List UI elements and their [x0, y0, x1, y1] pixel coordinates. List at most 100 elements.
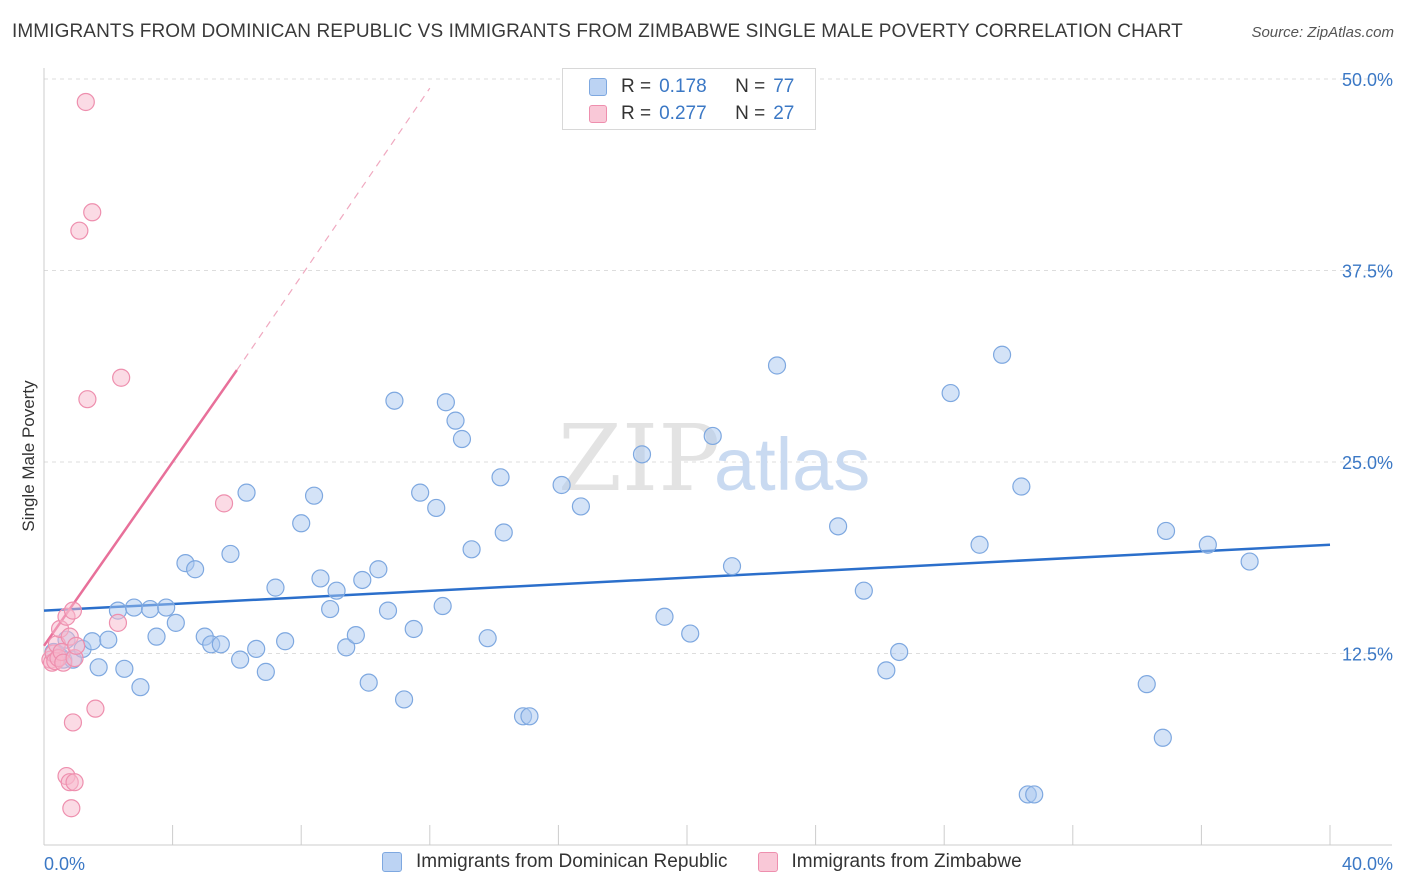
point-dominican [478, 629, 497, 648]
legend: R = 0.178 N = 77 R = 0.277 N = 27 [562, 68, 816, 130]
point-dominican [411, 483, 430, 502]
point-dominican [491, 468, 510, 487]
point-dominican [681, 624, 700, 643]
y-tick-label: 25.0% [1342, 453, 1393, 473]
point-dominican [1137, 675, 1156, 694]
point-dominican [1156, 521, 1176, 541]
point-dominican [131, 678, 150, 697]
trend-line-zimbabwe [42, 369, 238, 647]
point-zimbabwe [214, 494, 234, 513]
point-dominican [247, 639, 266, 659]
point-dominican [266, 578, 285, 597]
point-dominican [337, 638, 356, 657]
trend-line-zimbabwe-extension [236, 87, 431, 371]
grid-lines [44, 78, 1392, 654]
point-zimbabwe [78, 390, 97, 409]
point-dominican [304, 486, 324, 505]
point-dominican [369, 560, 388, 579]
legend-r-label: R = [621, 103, 652, 124]
point-dominican [256, 662, 275, 681]
point-dominican [446, 411, 465, 430]
y-axis-label: Single Male Poverty [19, 380, 38, 532]
point-dominican [632, 445, 652, 464]
point-zimbabwe [86, 699, 105, 718]
legend-r-label: R = [621, 76, 652, 97]
legend-r-value: 0.277 [659, 103, 707, 124]
point-dominican [462, 540, 481, 559]
point-zimbabwe [83, 203, 102, 222]
legend-n-value: 27 [773, 103, 795, 124]
point-zimbabwe [112, 368, 131, 387]
series-legend: Immigrants from Dominican Republic Immig… [382, 851, 1022, 873]
trend-line-dominican [43, 543, 1331, 612]
point-dominican [292, 514, 311, 533]
point-dominican [452, 429, 472, 449]
point-dominican [353, 570, 372, 590]
point-zimbabwe [70, 221, 89, 240]
trend-lines [42, 87, 1331, 647]
point-dominican [378, 601, 398, 620]
point-dominican [147, 627, 166, 646]
y-tick-label: 12.5% [1342, 645, 1393, 665]
legend-n-label: N = [735, 76, 766, 97]
y-tick-label: 50.0% [1342, 70, 1393, 90]
point-dominican [829, 517, 848, 536]
point-zimbabwe [65, 773, 84, 792]
point-dominican [890, 642, 909, 662]
point-dominican [722, 557, 742, 576]
x-tick-label: 0.0% [44, 854, 85, 874]
point-dominican [311, 569, 330, 588]
point-dominican [494, 523, 513, 542]
source-credit: Source: ZipAtlas.com [1251, 24, 1394, 41]
point-dominican [571, 497, 591, 516]
point-dominican [89, 658, 108, 677]
point-dominican [327, 581, 346, 600]
point-dominican [970, 535, 989, 554]
point-dominican [99, 630, 118, 649]
point-dominican [1153, 728, 1172, 747]
point-dominican [166, 613, 185, 632]
point-dominican [941, 383, 960, 403]
point-dominican [124, 598, 144, 617]
legend-r-value: 0.178 [659, 76, 707, 97]
point-dominican [1198, 535, 1217, 554]
point-dominican [427, 498, 446, 518]
legend-swatch-blue [589, 78, 607, 96]
point-dominican [1025, 785, 1044, 804]
point-dominican [436, 393, 455, 412]
point-zimbabwe [62, 799, 81, 818]
watermark-atlas: atlas [714, 423, 870, 506]
point-dominican [1240, 552, 1259, 571]
point-dominican [276, 632, 295, 651]
point-dominican [140, 599, 160, 619]
point-dominican [385, 391, 404, 410]
x-tick-label: 40.0% [1342, 854, 1393, 874]
point-dominican [157, 598, 176, 617]
legend-row-dominican: R = 0.178 N = 77 [563, 74, 794, 100]
point-dominican [237, 483, 256, 502]
series-swatch-blue [382, 852, 402, 872]
point-dominican [703, 426, 722, 446]
legend-n-value: 77 [773, 76, 795, 97]
point-dominican [231, 650, 250, 669]
point-dominican [346, 626, 365, 645]
point-dominican [359, 673, 378, 692]
point-dominican [655, 607, 674, 626]
point-dominican [552, 475, 571, 495]
point-dominican [404, 619, 423, 639]
axes [43, 68, 1392, 846]
point-dominican [1012, 477, 1031, 496]
point-dominican [221, 544, 240, 564]
chart-title: IMMIGRANTS FROM DOMINICAN REPUBLIC VS IM… [12, 21, 1183, 42]
point-dominican [186, 560, 205, 579]
point-dominican [115, 659, 134, 678]
point-dominican [877, 661, 896, 680]
y-tick-label: 37.5% [1342, 262, 1393, 282]
point-dominican [992, 345, 1012, 364]
point-zimbabwe [63, 713, 83, 732]
point-dominican [520, 707, 539, 726]
legend-swatch-pink [589, 105, 607, 123]
point-zimbabwe [67, 636, 86, 655]
point-dominican [394, 690, 414, 709]
